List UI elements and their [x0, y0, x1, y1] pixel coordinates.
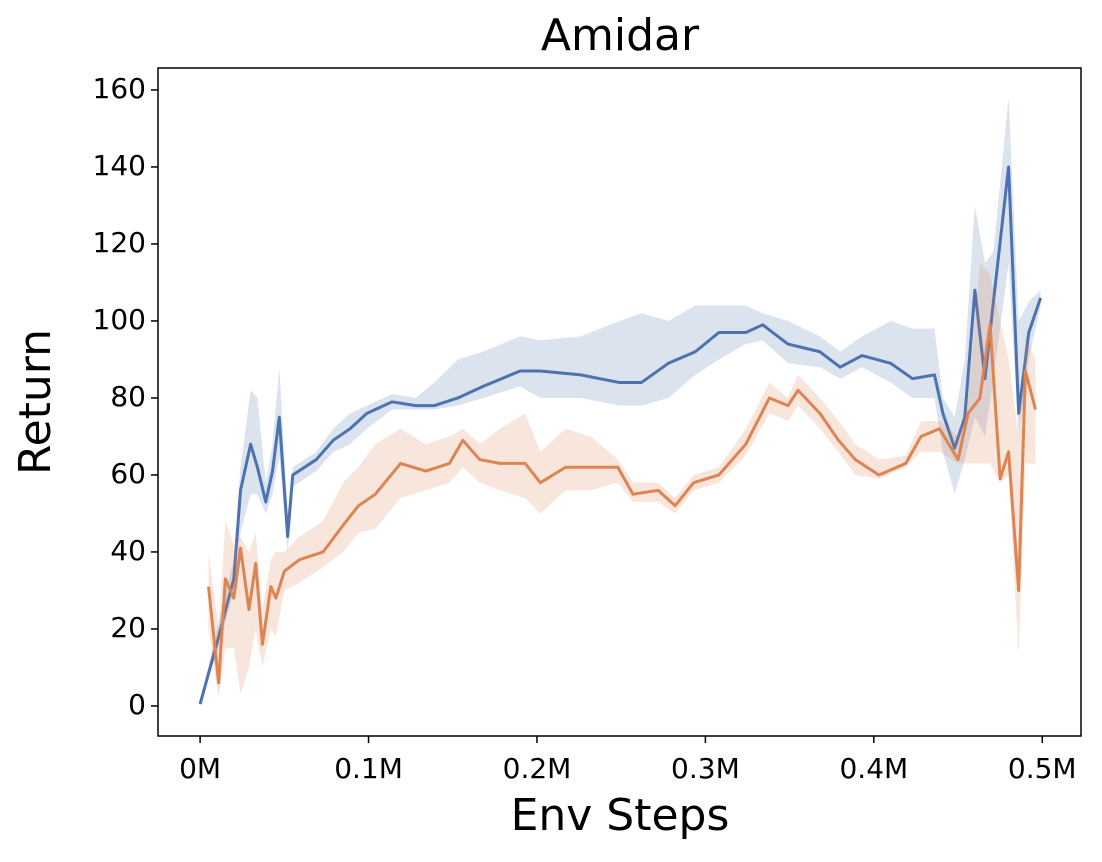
- y-tick-label: 40: [110, 534, 146, 567]
- x-tick-label: 0.2M: [503, 752, 572, 785]
- y-tick-label: 60: [110, 457, 146, 490]
- y-tick-label: 160: [93, 72, 146, 105]
- band: [200, 97, 1041, 705]
- line: [207, 323, 1037, 685]
- y-tick-label: 20: [110, 611, 146, 644]
- x-tick-label: 0.1M: [334, 752, 403, 785]
- x-tick-label: 0.5M: [1008, 752, 1077, 785]
- y-axis-label: Return: [10, 329, 61, 475]
- y-tick-label: 80: [110, 380, 146, 413]
- y-tick-label: 0: [128, 688, 146, 721]
- y-tick-label: 140: [93, 149, 146, 182]
- chart-title: Amidar: [541, 10, 700, 61]
- x-tick-label: 0M: [179, 752, 221, 785]
- line: [198, 165, 1043, 705]
- x-tick-label: 0.3M: [671, 752, 740, 785]
- x-tick-label: 0.4M: [839, 752, 908, 785]
- band: [208, 263, 1036, 699]
- y-tick-label: 120: [93, 226, 146, 259]
- plot-frame: [157, 67, 1082, 737]
- y-tick-label: 100: [93, 303, 146, 336]
- x-axis-label: Env Steps: [511, 790, 730, 841]
